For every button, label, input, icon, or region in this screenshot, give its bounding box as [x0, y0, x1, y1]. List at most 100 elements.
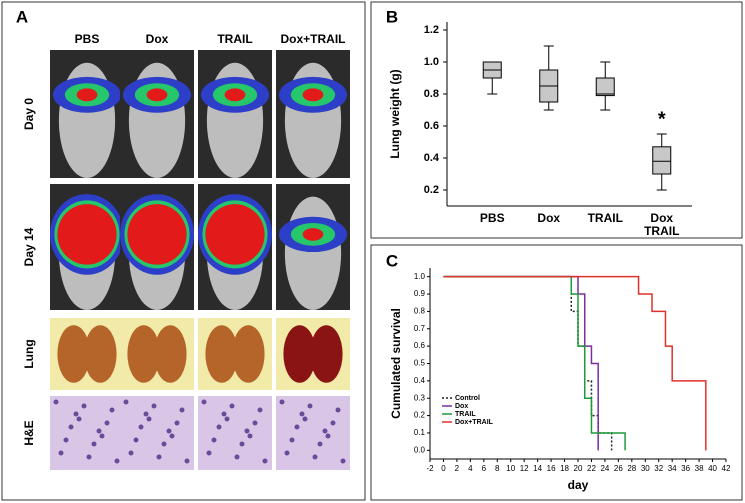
signal	[224, 88, 246, 102]
box	[652, 146, 672, 175]
cell	[146, 416, 152, 422]
cell	[179, 407, 185, 413]
cell	[247, 433, 253, 439]
cell	[206, 450, 212, 456]
cell	[156, 454, 162, 460]
cell	[211, 437, 217, 443]
cell	[279, 399, 285, 405]
lung	[57, 325, 90, 383]
cell	[284, 450, 290, 456]
y-tick-label: 1.0	[424, 56, 439, 68]
legend-label: Dox	[455, 403, 468, 410]
y-tick-label: 0.7	[414, 324, 426, 333]
cell	[96, 428, 102, 434]
cell	[252, 420, 258, 426]
cell	[307, 403, 313, 409]
signal	[146, 88, 168, 102]
x-tick-label: 38	[695, 464, 704, 473]
cell	[299, 411, 305, 417]
cell	[257, 407, 263, 413]
lung	[232, 325, 265, 383]
signal	[205, 204, 265, 265]
row-label: Day 14	[22, 227, 36, 266]
y-tick-label: 0.6	[414, 341, 426, 350]
y-tick-label: 0.3	[414, 393, 426, 402]
x-tick-label: 32	[654, 464, 663, 473]
cell	[289, 437, 295, 443]
row-label: Day 0	[22, 98, 36, 130]
x-tick-label: -2	[426, 464, 434, 473]
x-tick-label: 18	[560, 464, 569, 473]
signal	[127, 204, 187, 265]
cell	[63, 437, 69, 443]
y-tick-label: 0.8	[424, 88, 439, 100]
y-axis-title: Cumulated survival	[389, 308, 403, 419]
x-tick-label: Dox	[537, 211, 561, 225]
column-header: Dox	[146, 32, 169, 46]
row-label: H&E	[22, 420, 36, 445]
signal	[57, 204, 117, 265]
x-tick-label: 6	[482, 464, 487, 473]
column-header: PBS	[75, 32, 100, 46]
panel-c-frame	[370, 244, 743, 501]
cell	[244, 428, 250, 434]
cell	[221, 411, 227, 417]
cell	[169, 433, 175, 439]
cell	[322, 428, 328, 434]
cell	[294, 424, 300, 430]
x-tick-label: 4	[468, 464, 473, 473]
cell	[184, 458, 190, 464]
column-header: Dox+TRAIL	[280, 32, 345, 46]
cell	[128, 450, 134, 456]
x-tick-label: 22	[587, 464, 596, 473]
cell	[317, 441, 323, 447]
y-tick-label: 0.4	[414, 376, 426, 385]
x-tick-label: 20	[574, 464, 583, 473]
x-tick-label: 28	[627, 464, 636, 473]
x-tick-label: PBS	[479, 211, 505, 225]
signal	[76, 88, 98, 102]
cell	[76, 416, 82, 422]
x-tick-label: 2	[455, 464, 460, 473]
y-tick-label: 0.6	[424, 120, 439, 132]
box	[595, 77, 615, 97]
x-tick-label: Dox TRAIL	[644, 211, 680, 238]
x-tick-label: 0	[441, 464, 446, 473]
image-tile	[198, 396, 272, 470]
legend-label: TRAIL	[455, 411, 476, 418]
x-axis-title: day	[568, 478, 589, 492]
cell	[229, 403, 235, 409]
cell	[151, 403, 157, 409]
cell	[224, 416, 230, 422]
cell	[302, 416, 308, 422]
signal	[302, 88, 324, 102]
cell	[234, 454, 240, 460]
x-tick-label: 24	[600, 464, 609, 473]
x-tick-label: 34	[668, 464, 677, 473]
x-tick-label: 30	[641, 464, 650, 473]
cell	[114, 458, 120, 464]
legend-label: Control	[455, 395, 480, 402]
x-tick-label: 8	[495, 464, 500, 473]
cell	[325, 433, 331, 439]
y-tick-label: 0.2	[414, 411, 426, 420]
cell	[58, 450, 64, 456]
x-tick-label: 26	[614, 464, 623, 473]
lung	[84, 325, 117, 383]
x-tick-label: TRAIL	[587, 211, 623, 225]
cell	[133, 437, 139, 443]
x-tick-label: 14	[533, 464, 542, 473]
y-tick-label: 0.5	[414, 359, 426, 368]
cell	[201, 399, 207, 405]
cell	[104, 420, 110, 426]
y-tick-label: 1.0	[414, 272, 426, 281]
y-tick-label: 0.1	[414, 428, 426, 437]
cell	[143, 411, 149, 417]
annotation: *	[658, 108, 666, 130]
lung	[310, 325, 343, 383]
survival-line	[443, 275, 626, 451]
lung	[127, 325, 160, 383]
column-header: TRAIL	[217, 32, 252, 46]
